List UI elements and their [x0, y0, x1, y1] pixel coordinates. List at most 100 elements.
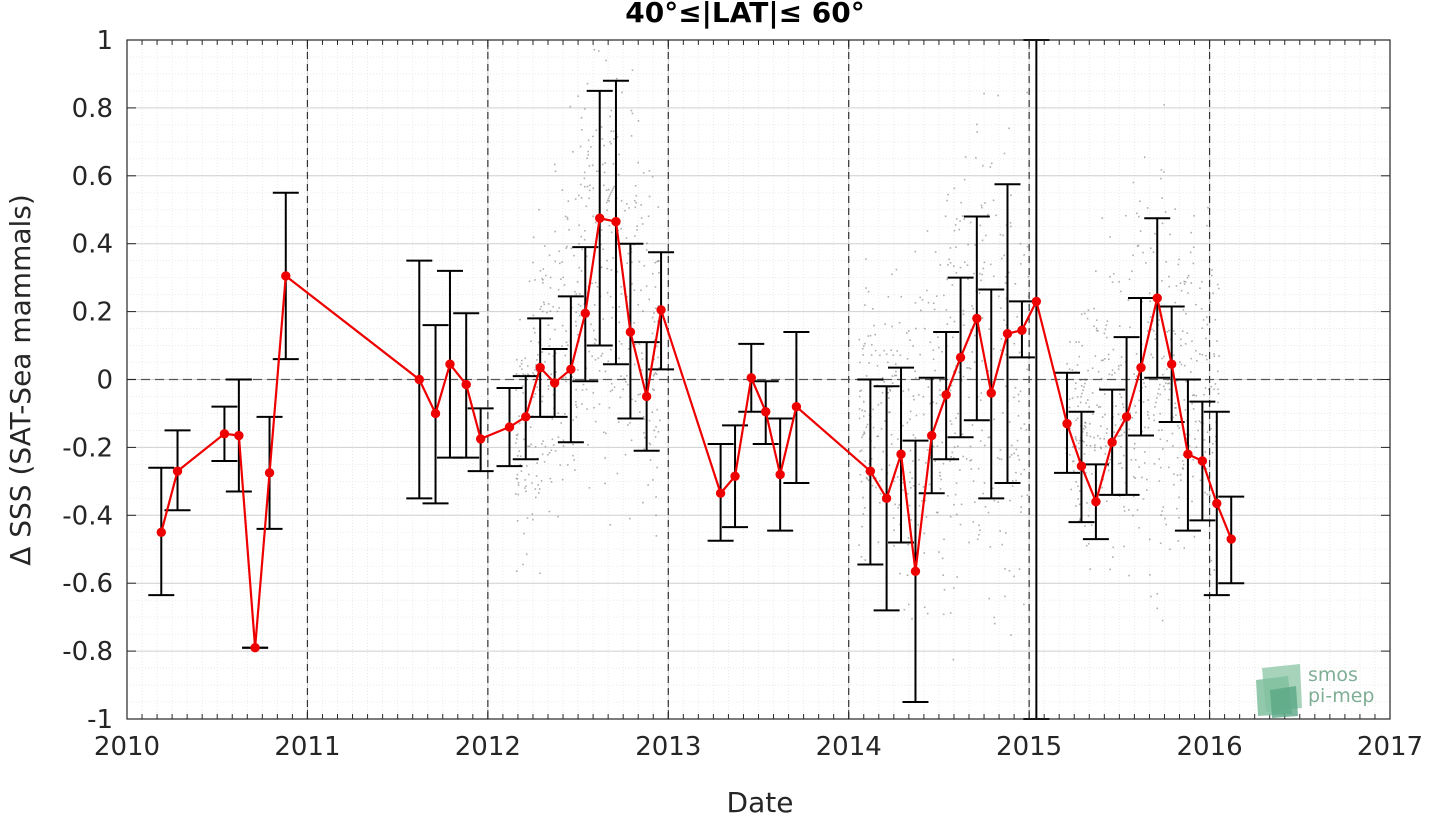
scatter-point — [1071, 369, 1074, 371]
scatter-point — [992, 199, 995, 202]
scatter-point — [1150, 353, 1152, 356]
scatter-point — [969, 367, 972, 370]
scatter-point — [863, 431, 865, 434]
scatter-point — [1193, 215, 1195, 217]
scatter-point — [936, 445, 939, 448]
scatter-point — [979, 440, 982, 442]
scatter-point — [884, 420, 886, 422]
scatter-point — [590, 323, 592, 326]
scatter-point — [1168, 275, 1170, 278]
scatter-point — [1158, 458, 1160, 460]
scatter-point — [978, 524, 980, 527]
scatter-point — [865, 426, 868, 428]
scatter-point — [1105, 432, 1108, 434]
scatter-point — [877, 541, 880, 544]
scatter-point — [879, 492, 882, 495]
scatter-point — [980, 204, 983, 207]
scatter-point — [988, 328, 991, 331]
scatter-point — [1173, 483, 1175, 486]
scatter-point — [515, 373, 518, 375]
scatter-point — [566, 464, 569, 466]
scatter-point — [938, 551, 940, 553]
scatter-point — [888, 464, 891, 467]
scatter-point — [947, 193, 950, 196]
scatter-point — [549, 338, 551, 340]
scatter-point — [1075, 481, 1078, 483]
scatter-point — [1132, 181, 1135, 184]
scatter-point — [955, 218, 958, 220]
scatter-point — [556, 310, 559, 313]
scatter-point — [927, 301, 930, 304]
scatter-point — [865, 476, 868, 479]
scatter-point — [891, 382, 894, 385]
scatter-point — [1211, 442, 1214, 445]
data-point — [595, 213, 605, 223]
scatter-point — [982, 492, 985, 495]
scatter-point — [641, 358, 644, 360]
x-tick-label: 2010 — [94, 732, 160, 762]
scatter-point — [1143, 462, 1146, 464]
scatter-point — [1017, 415, 1020, 417]
scatter-point — [1087, 309, 1090, 311]
data-point — [611, 216, 621, 227]
scatter-point — [648, 298, 651, 301]
scatter-point — [524, 374, 527, 376]
scatter-point — [998, 458, 1001, 460]
scatter-point — [629, 422, 631, 424]
data-point — [1136, 362, 1146, 373]
scatter-point — [1204, 387, 1207, 389]
scatter-point — [963, 178, 966, 181]
scatter-point — [1206, 358, 1208, 361]
scatter-point — [588, 197, 590, 200]
scatter-point — [592, 135, 594, 138]
scatter-point — [617, 173, 620, 176]
scatter-point — [1026, 368, 1029, 371]
scatter-point — [566, 218, 569, 221]
scatter-point — [933, 308, 936, 311]
scatter-point — [1183, 280, 1186, 283]
scatter-point — [583, 171, 586, 174]
scatter-point — [536, 359, 538, 361]
scatter-point — [1013, 452, 1015, 455]
data-point — [549, 378, 560, 388]
scatter-point — [1175, 414, 1177, 416]
scatter-point — [638, 343, 641, 345]
scatter-point — [1097, 370, 1100, 373]
scatter-point — [1146, 489, 1148, 491]
scatter-point — [525, 485, 527, 488]
scatter-point — [627, 348, 630, 350]
scatter-point — [536, 462, 538, 464]
scatter-point — [858, 408, 861, 410]
scatter-point — [573, 459, 575, 461]
scatter-point — [585, 388, 588, 391]
scatter-point — [1023, 423, 1026, 425]
scatter-point — [1179, 282, 1182, 285]
scatter-point — [864, 304, 866, 306]
scatter-point — [653, 389, 655, 392]
scatter-point — [572, 150, 574, 153]
scatter-point — [608, 195, 611, 197]
scatter-point — [1093, 325, 1095, 328]
scatter-point — [575, 416, 578, 418]
scatter-point — [1174, 333, 1177, 335]
scatter-point — [527, 365, 529, 367]
scatter-point — [535, 364, 537, 366]
scatter-point — [515, 442, 517, 444]
scatter-point — [1149, 300, 1152, 303]
scatter-point — [1103, 332, 1106, 335]
scatter-point — [563, 284, 566, 286]
scatter-point — [1192, 408, 1195, 410]
scatter-point — [1094, 446, 1096, 449]
y-tick-label: -1 — [87, 705, 113, 735]
scatter-point — [1156, 607, 1159, 610]
scatter-point — [982, 164, 984, 167]
scatter-point — [966, 367, 968, 369]
scatter-point — [1183, 399, 1186, 401]
scatter-point — [908, 481, 911, 483]
scatter-point — [863, 345, 865, 347]
scatter-point — [578, 243, 580, 245]
scatter-point — [1093, 436, 1095, 439]
scatter-point — [880, 427, 883, 430]
scatter-point — [969, 221, 972, 224]
scatter-point — [655, 426, 657, 428]
